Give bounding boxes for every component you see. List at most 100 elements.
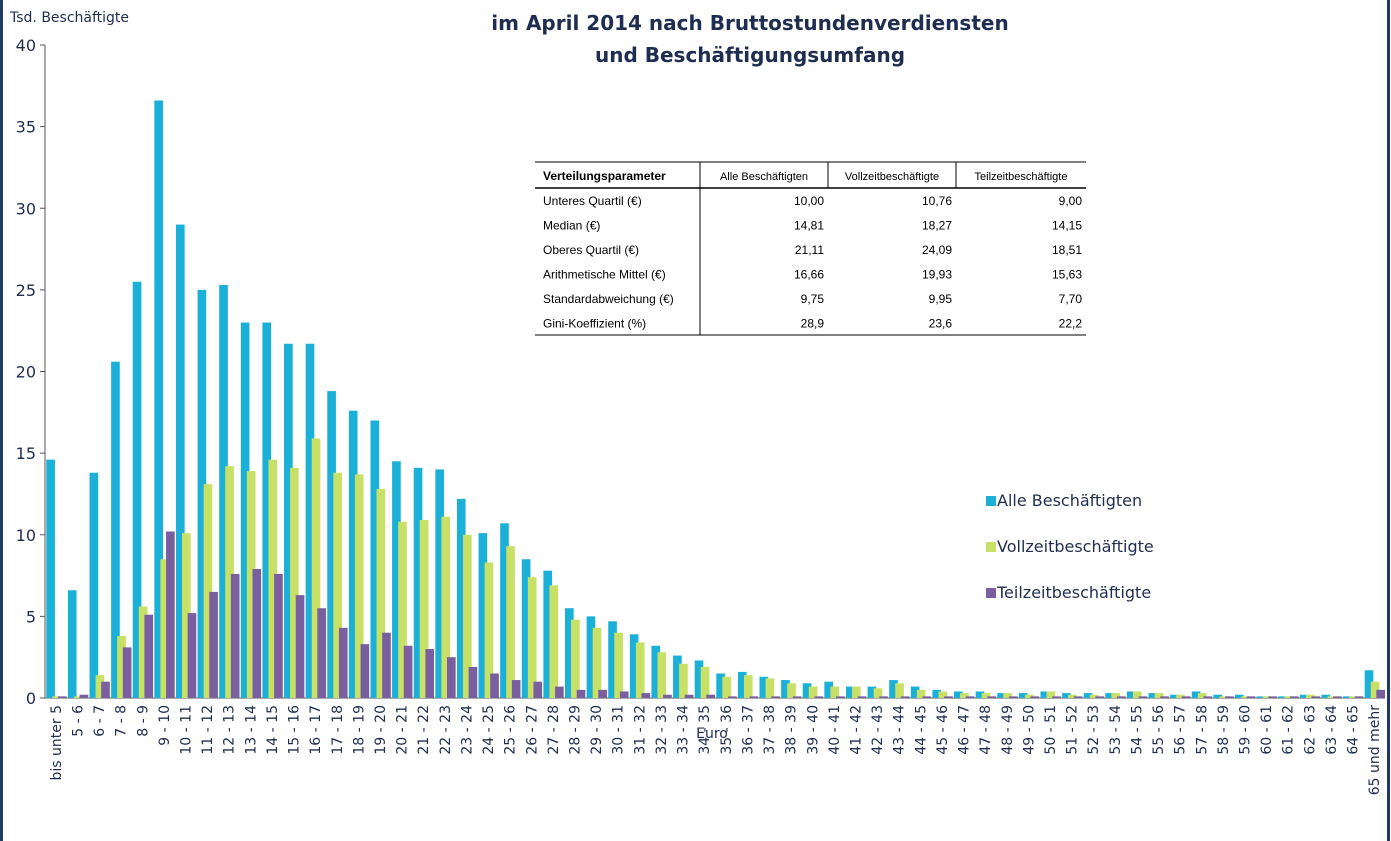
bar [565,608,574,698]
bar [679,663,688,698]
x-tick-label: 9 - 10 [157,705,173,746]
bar [1268,696,1277,698]
bar [629,634,639,698]
bar [673,655,682,698]
bar [187,613,197,698]
bar [1132,691,1142,698]
bar [311,438,321,698]
bar [916,689,926,698]
bar [527,577,537,698]
table-header: Alle Beschäftigten [720,171,808,183]
bar [240,322,250,698]
bar [284,343,293,698]
table-header: Vollzeitbeschäftigte [845,171,939,183]
bar [57,696,67,698]
legend-label: Alle Beschäftigten [997,491,1142,510]
table-cell: Standardabweichung (€) [543,292,674,306]
y-tick-label: 0 [26,689,36,708]
bar [219,284,228,698]
bar [781,680,790,698]
bar [975,691,985,698]
bar [694,660,704,698]
table-cell: Unteres Quartil (€) [543,194,642,208]
bar [1052,696,1061,698]
bar [122,647,132,698]
x-tick-label: 54 - 55 [1129,705,1145,755]
bar [166,531,175,698]
bar [1176,694,1185,698]
x-tick-label: 45 - 46 [935,705,951,755]
bar [154,100,164,698]
x-tick-label: 17 - 18 [330,705,346,755]
table-cell: Oberes Quartil (€) [543,243,639,257]
bar [392,461,401,698]
bar [944,696,953,698]
bar [1354,696,1364,698]
bar [447,657,456,698]
table-cell: 14,15 [1052,219,1082,233]
x-tick-label: 25 - 26 [503,705,519,755]
bar [879,696,888,698]
x-tick-label: 48 - 49 [1000,705,1016,755]
bar [641,693,651,698]
legend-swatch [986,588,996,598]
bar [1311,696,1321,698]
bar [830,686,840,698]
bar [619,691,629,698]
bar [268,459,278,698]
x-tick-label: 38 - 39 [784,705,800,755]
legend-label: Teilzeitbeschäftigte [996,583,1151,602]
bar [743,675,753,698]
bar [79,694,89,698]
bar [511,680,521,698]
x-tick-label: 35 - 36 [719,705,735,755]
bar [592,627,602,698]
table-cell: Median (€) [543,219,600,233]
x-tick-label: 56 - 57 [1173,705,1189,755]
bar [981,693,991,698]
bar [1073,696,1083,698]
table-cell: 19,93 [922,268,952,282]
bar [333,472,342,698]
x-tick-label: 14 - 15 [265,705,281,755]
bar [101,681,110,698]
x-tick-label: 19 - 20 [373,705,389,755]
bar [338,627,348,698]
bar [1349,696,1358,698]
bar [737,671,747,698]
bar [506,546,515,698]
bar [435,469,444,698]
table-cell: 24,09 [922,243,952,257]
bar [95,675,105,698]
bar [327,391,336,698]
bar [468,666,478,698]
bar [132,281,142,698]
table-cell: 9,75 [801,292,825,306]
bar [246,471,256,698]
bar [576,689,586,698]
x-tick-label: 57 - 58 [1194,705,1210,755]
bar [1018,693,1028,698]
bar [910,686,920,698]
bar [759,676,769,698]
x-tick-label: 47 - 48 [978,705,994,755]
bar [586,616,596,698]
x-tick-label: 21 - 22 [416,705,432,755]
bar [274,573,283,698]
bar [1154,693,1164,698]
bar [521,559,531,698]
table-bg [535,162,1086,335]
x-tick-label: 12 - 13 [222,705,238,755]
bar [225,466,234,698]
bar [354,474,364,698]
x-tick-label: 8 - 9 [135,705,151,737]
x-tick-label: 44 - 45 [913,705,929,755]
bar [1024,694,1034,698]
y-tick-label: 25 [16,281,36,300]
table-cell: 14,81 [794,219,824,233]
bar [182,533,191,698]
x-tick-label: 64 - 65 [1346,705,1362,755]
bar [1170,694,1179,698]
bar [456,498,466,698]
bar [1213,694,1223,698]
